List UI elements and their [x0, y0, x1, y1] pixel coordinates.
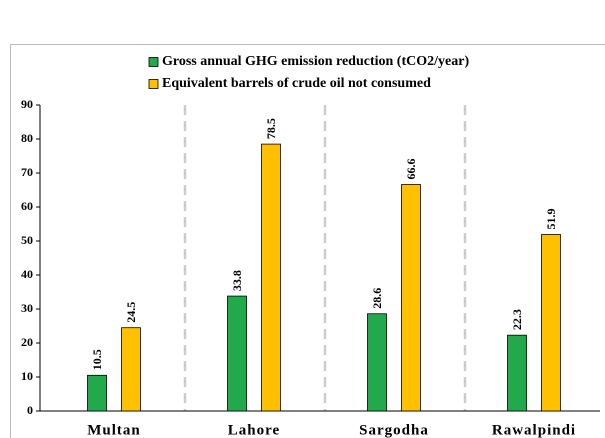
value-label: 33.8	[230, 270, 244, 291]
bar	[541, 234, 561, 412]
x-tick-label: Sargodha	[359, 422, 429, 438]
value-label: 24.5	[124, 302, 138, 323]
y-tick-label: 20	[21, 335, 33, 349]
y-tick-label: 90	[21, 97, 33, 111]
bar	[121, 327, 141, 412]
legend-swatch	[148, 79, 159, 89]
x-tick-label: Lahore	[228, 422, 280, 438]
y-tick-label: 30	[21, 301, 33, 315]
value-label: 78.5	[264, 118, 278, 139]
bar	[87, 374, 107, 412]
value-label: 10.5	[90, 349, 104, 370]
legend-label: Equivalent barrels of crude oil not cons…	[162, 76, 431, 91]
legend-swatch	[148, 57, 159, 67]
y-tick-label: 0	[27, 403, 33, 417]
value-label: 22.3	[510, 309, 524, 330]
bar	[401, 184, 421, 412]
x-tick-label: Rawalpindi	[492, 422, 576, 438]
y-tick-label: 80	[21, 131, 33, 145]
y-tick-label: 60	[21, 199, 33, 213]
y-tick-label: 40	[21, 267, 33, 281]
bar	[261, 143, 281, 412]
y-tick-label: 70	[21, 165, 33, 179]
legend-label: Gross annual GHG emission reduction (tCO…	[162, 54, 469, 69]
y-tick-label: 10	[21, 369, 33, 383]
y-tick-label: 50	[21, 233, 33, 247]
value-label: 51.9	[544, 209, 558, 230]
x-tick-label: Multan	[87, 422, 141, 438]
bar	[227, 295, 247, 412]
bar	[367, 313, 387, 412]
bar	[507, 334, 527, 412]
value-label: 28.6	[370, 288, 384, 309]
chart-frame	[10, 44, 605, 438]
value-label: 66.6	[404, 159, 418, 180]
